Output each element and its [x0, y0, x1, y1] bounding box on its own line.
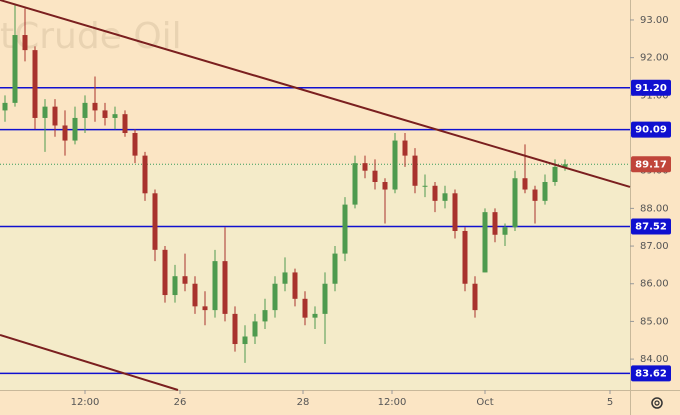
candle-body: [232, 313, 238, 345]
candle-body: [522, 178, 528, 190]
candle-body: [532, 189, 538, 201]
current-price-box: [631, 156, 671, 173]
y-tick-label: 87.00: [640, 241, 669, 252]
candle-body: [442, 193, 448, 201]
y-tick-label: 91.00: [640, 90, 669, 101]
candle-body: [462, 230, 468, 284]
candle-body: [92, 102, 98, 111]
candle-body: [262, 310, 268, 322]
level-label: 90.09: [635, 125, 667, 136]
y-tick-label: 88.00: [640, 203, 669, 214]
candle-body: [42, 106, 48, 118]
candle-body: [482, 212, 488, 273]
candle-body: [542, 182, 548, 201]
candle-body: [172, 276, 178, 296]
level-label-box: [631, 79, 671, 96]
candle-body: [272, 283, 278, 311]
candle-body: [22, 35, 28, 51]
level-label-box: [631, 121, 671, 138]
candle-body: [382, 182, 388, 190]
candle-body: [182, 276, 188, 284]
trendline: [0, 0, 631, 188]
x-tick-label: Oct: [476, 397, 493, 408]
candle-body: [512, 178, 518, 228]
candle-body: [242, 336, 248, 345]
candle-body: [122, 114, 128, 134]
candle-body: [222, 261, 228, 314]
settings-icon[interactable]: [651, 397, 663, 409]
candle-body: [212, 261, 218, 311]
level-label-box: [631, 218, 671, 235]
candle-body: [282, 272, 288, 284]
watermark: tCrude Oil: [0, 16, 182, 57]
y-tick-label: 86.00: [640, 279, 669, 290]
candle-body: [12, 35, 18, 103]
price-axis: [630, 0, 680, 415]
level-label: 83.62: [635, 368, 667, 379]
x-tick-label: 28: [297, 397, 310, 408]
candle-body: [312, 313, 318, 318]
trendline: [0, 334, 179, 391]
candle-body: [192, 283, 198, 307]
candle-body: [552, 166, 558, 182]
candle-body: [202, 306, 208, 311]
candle-body: [152, 193, 158, 250]
candle-body: [502, 227, 508, 235]
candle-body: [412, 155, 418, 186]
candle-body: [82, 102, 88, 118]
candle-body: [162, 249, 168, 296]
x-tick-label: 26: [174, 397, 187, 408]
y-tick-label: 93.00: [640, 15, 669, 26]
y-tick-label: 85.00: [640, 316, 669, 327]
candle-body: [112, 114, 118, 118]
candle-body: [422, 185, 428, 187]
current-price-label: 89.17: [635, 159, 667, 170]
candle-body: [72, 117, 78, 141]
y-tick-label: 92.00: [640, 53, 669, 64]
y-tick-label: 84.00: [640, 354, 669, 365]
x-tick-label: 5: [607, 397, 613, 408]
candle-body: [472, 283, 478, 311]
candle-body: [292, 272, 298, 299]
candle-body: [342, 204, 348, 254]
candle-body: [52, 106, 58, 126]
candle-body: [322, 283, 328, 314]
candle-body: [432, 185, 438, 201]
candle-body: [32, 50, 38, 118]
candle-body: [452, 193, 458, 231]
candle-body: [362, 163, 368, 171]
x-tick-label: 12:00: [378, 397, 407, 408]
candle-body: [372, 170, 378, 182]
level-label-box: [631, 365, 671, 382]
candle-body: [402, 140, 408, 156]
candle-body: [2, 102, 8, 111]
candle-body: [332, 253, 338, 284]
candle-body: [392, 140, 398, 190]
candle-body: [132, 133, 138, 156]
candle-body: [62, 125, 68, 141]
candle-body: [492, 212, 498, 235]
candle-body: [302, 298, 308, 318]
candle-body: [102, 110, 108, 118]
x-tick-label: 12:00: [71, 397, 100, 408]
candle-body: [562, 164, 568, 167]
candle-body: [142, 155, 148, 194]
lower-background: [0, 164, 630, 390]
candle-body: [352, 163, 358, 205]
level-label: 91.20: [635, 83, 667, 94]
level-label: 87.52: [635, 221, 667, 232]
candle-body: [252, 321, 258, 337]
